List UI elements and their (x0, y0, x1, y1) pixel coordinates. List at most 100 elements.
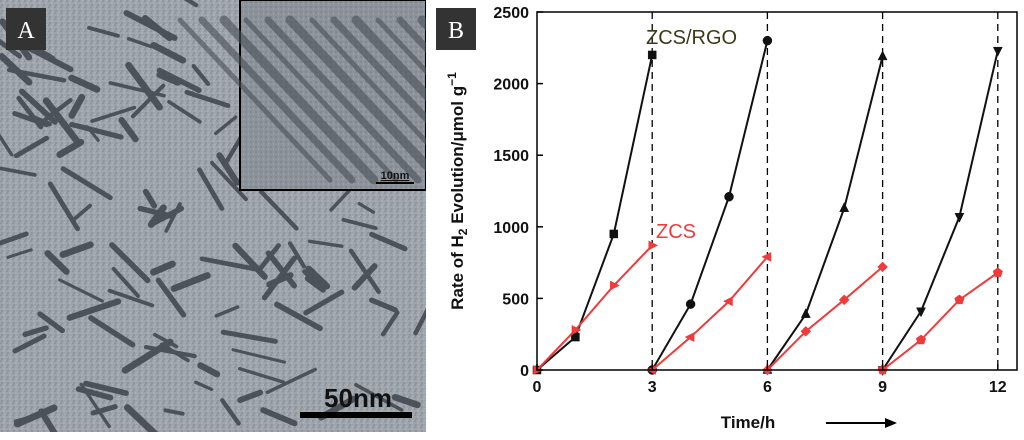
nanorod (0, 231, 29, 246)
series-line (536, 54, 654, 371)
lattice-fringe (285, 15, 426, 172)
nanorod (220, 398, 241, 426)
nanorod (197, 167, 225, 211)
nanorod (258, 189, 299, 231)
nanorod (354, 382, 404, 412)
nanorod (111, 266, 140, 298)
lattice-fringe (264, 16, 422, 184)
nanorod (413, 308, 426, 336)
lattice-fringe (177, 17, 333, 183)
data-point (571, 332, 580, 342)
nanorod (183, 0, 199, 8)
x-tick-label: 12 (989, 379, 1007, 396)
x-tick-label: 0 (533, 379, 542, 396)
nanorod (19, 88, 58, 125)
nanorod (58, 278, 104, 303)
data-point (647, 50, 657, 60)
data-point (954, 294, 965, 305)
nanorod (216, 152, 241, 186)
nanorod (194, 380, 214, 392)
nanorod (66, 298, 122, 321)
nanorod (13, 410, 50, 424)
series-line (766, 266, 884, 371)
panel-a-letter: A (17, 18, 35, 44)
series-line (766, 56, 884, 371)
nanorod (22, 325, 49, 338)
data-point (648, 240, 659, 251)
nanorod (107, 288, 155, 308)
data-point (685, 299, 696, 309)
nanorod (369, 297, 398, 313)
nanorod (167, 100, 202, 124)
nanorod (6, 248, 33, 259)
nanorod (87, 25, 120, 38)
nanorod (265, 367, 317, 395)
scale-label: 50nm (324, 383, 392, 413)
nanorod (59, 241, 94, 258)
nanorod (141, 14, 173, 42)
x-axis-label: Time/h (721, 413, 775, 432)
nanorod (170, 272, 211, 292)
panel-a-letter-box (6, 8, 46, 50)
nanorod (274, 301, 323, 332)
y-tick-label: 1500 (493, 148, 529, 165)
nanorod (303, 289, 345, 316)
y-tick-label: 2000 (493, 77, 529, 94)
nanorod (210, 160, 248, 202)
nanorod (16, 95, 44, 130)
tem-inset: 10nm (177, 0, 616, 191)
lattice-fringe (198, 16, 356, 184)
nanorod (261, 255, 298, 301)
nanorod (150, 42, 187, 64)
nanorod (118, 116, 139, 143)
data-point (761, 251, 772, 262)
scale-bar (300, 412, 412, 418)
nanorod (305, 265, 331, 290)
nanorod (126, 37, 153, 49)
nanorod (307, 239, 344, 248)
data-point (800, 308, 811, 318)
data-point (877, 50, 888, 61)
nanorod (90, 105, 137, 123)
lattice-fringe (219, 15, 379, 185)
y-tick-label: 1000 (493, 220, 529, 237)
nanorod (224, 135, 244, 164)
nanorod (42, 97, 82, 147)
nanorod (357, 201, 376, 214)
data-point (762, 35, 773, 46)
nanorod (232, 242, 268, 280)
tem-micrograph-panel: 10nm A 50nm (0, 0, 616, 432)
lattice-fringe (466, 20, 616, 180)
nanorod (26, 45, 74, 73)
data-point (800, 325, 812, 337)
nanorod (351, 263, 378, 291)
nanorod (125, 61, 163, 111)
nanorod (265, 250, 298, 289)
nanorod (155, 277, 187, 318)
plot-frame (536, 11, 1018, 371)
nanorod (197, 362, 221, 378)
nanorod (220, 329, 278, 344)
data-point (724, 191, 734, 202)
data-point (722, 296, 733, 307)
nanorod (380, 310, 400, 337)
data-point (838, 294, 850, 306)
data-point (571, 324, 582, 335)
nanorod (130, 83, 166, 119)
nanorod (0, 133, 14, 157)
nanorod (137, 205, 176, 220)
nanorod (231, 348, 287, 364)
nanorod (163, 408, 185, 416)
nanorod (348, 248, 381, 294)
data-point (915, 334, 927, 345)
nanorod (199, 256, 258, 272)
data-point (610, 280, 620, 291)
nanorod (83, 380, 129, 396)
series-label-zcs-rgo: ZCS/RGO (646, 27, 737, 49)
nanorod (60, 166, 113, 201)
nanorod (13, 135, 50, 159)
nanorod (90, 404, 118, 416)
data-point (609, 229, 619, 239)
data-point (954, 213, 965, 223)
